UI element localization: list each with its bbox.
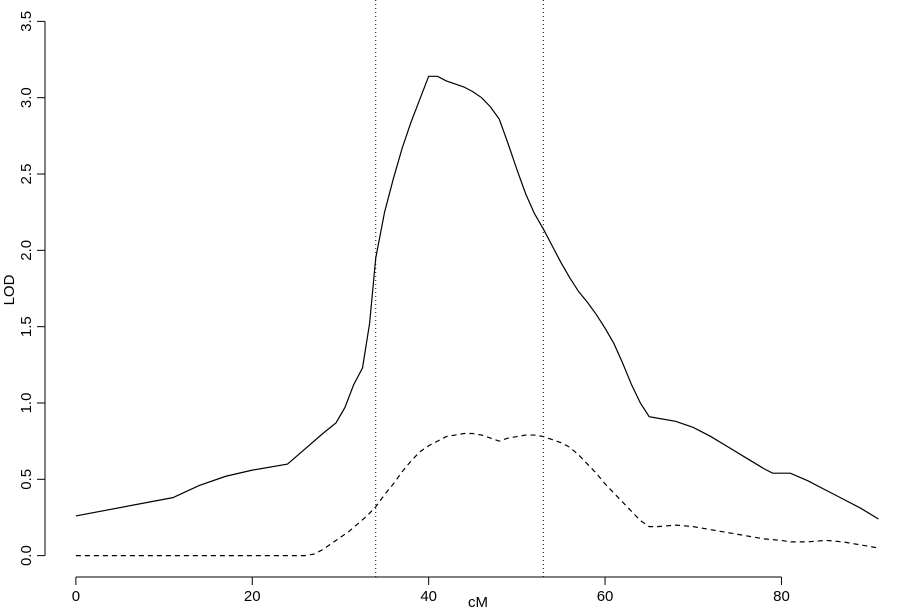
lod-curve [75, 432, 879, 557]
y-tick-label: 0.5 [18, 469, 35, 490]
y-tick-label: 2.0 [18, 240, 35, 261]
y-tick-label: 3.5 [18, 11, 35, 32]
y-tick-label: 3.0 [18, 87, 35, 108]
x-tick-label: 40 [420, 588, 437, 605]
x-tick-label: 20 [244, 588, 261, 605]
x-tick-label: 60 [597, 588, 614, 605]
y-tick-label: 1.0 [18, 393, 35, 414]
y-tick-label: 1.5 [18, 316, 35, 337]
x-tick-label: 80 [773, 588, 790, 605]
lod-curve [75, 75, 879, 520]
x-tick-label: 0 [72, 588, 80, 605]
y-axis-label: LOD [1, 274, 18, 305]
x-axis-label: cM [468, 594, 488, 611]
y-tick-label: 2.5 [18, 164, 35, 185]
y-tick-label: 0.0 [18, 545, 35, 566]
